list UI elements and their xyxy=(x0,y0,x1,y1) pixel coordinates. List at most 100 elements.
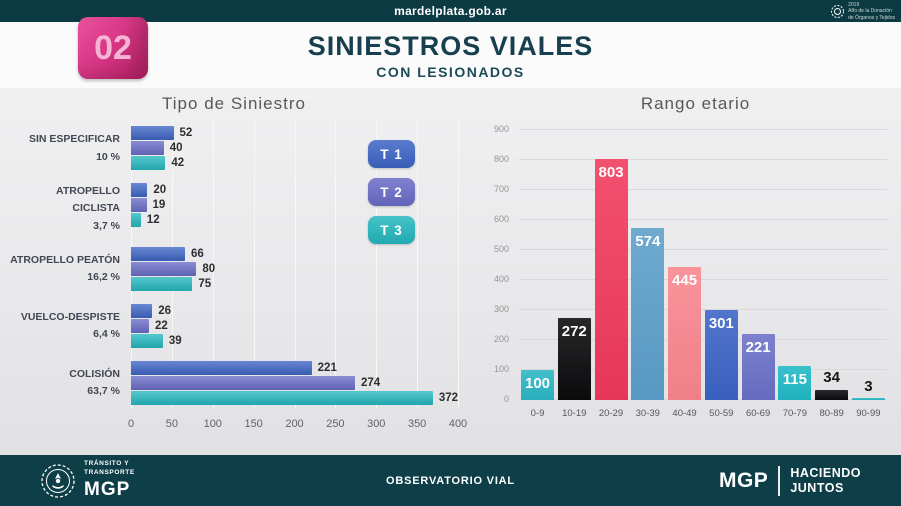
gridline: 300 xyxy=(494,304,887,314)
x-tick-label: 50 xyxy=(165,417,178,430)
bar-row: 40 xyxy=(131,141,458,155)
x-tick-label: 0 xyxy=(127,417,135,430)
x-tick-label: 20-29 xyxy=(598,408,624,419)
bar-row: 80 xyxy=(131,261,458,276)
bar-value-label: 66 xyxy=(190,247,204,260)
category-name: SIN ESPECIFICAR xyxy=(28,133,120,146)
emblem-line: 2019 xyxy=(848,2,860,8)
x-tick-label: 100 xyxy=(203,417,222,430)
category-label: VUELCO-DESPISTE 6,4 % xyxy=(6,309,131,344)
bar-value-label: 75 xyxy=(198,277,212,290)
bar-row: 66 xyxy=(131,246,458,261)
category-percent: 10 % xyxy=(96,150,120,163)
x-tick-label: 150 xyxy=(244,417,263,430)
y-tick-label: 300 xyxy=(493,304,509,314)
category-percent: 63,7 % xyxy=(87,385,120,398)
bar-row: 75 xyxy=(131,276,458,291)
legend-item-t2: T 2 xyxy=(368,178,415,206)
gridline xyxy=(294,120,296,408)
y-tick-label: 100 xyxy=(493,364,509,374)
bar-slot-20-29: 803 xyxy=(594,130,628,400)
footer-left-brand: TRÁNSITO Y TRANSPORTE MGP xyxy=(40,460,135,501)
bar-row: 372 xyxy=(131,390,458,405)
legend-item-t3: T 3 xyxy=(368,216,415,244)
bars-container: 100 272 803 574 445 301 221 115 34 3 xyxy=(519,130,887,400)
chart-tipo-de-siniestro: Tipo de Siniestro SIN ESPECIFICAR 10 % 52 4… xyxy=(0,88,467,455)
bar-t3 xyxy=(131,333,163,348)
bar-60-69: 221 xyxy=(741,333,775,400)
bar-slot-50-59: 301 xyxy=(704,130,738,400)
bar-value-label: 12 xyxy=(146,214,160,226)
bar-t3 xyxy=(131,390,433,405)
category-percent: 3,7 % xyxy=(93,219,120,232)
footer-org-line2: TRANSPORTE xyxy=(84,469,135,476)
bar-80-89 xyxy=(815,389,849,400)
bar-value-label: 20 xyxy=(153,184,167,196)
bar-row: 52 xyxy=(131,126,458,140)
y-tick-label: 400 xyxy=(493,274,509,284)
bar-value-label: 445 xyxy=(672,271,698,289)
top-bar: mardelplata.gob.ar 2019 Año de la Donaci… xyxy=(0,0,901,22)
left-chart-plot: SIN ESPECIFICAR 10 % 52 40 42 ATROPELLO CICLI… xyxy=(6,120,467,434)
right-chart-x-axis: 0-9 10-19 20-29 30-39 40-49 50-59 60-69 70-79 80… xyxy=(519,408,887,419)
title-band: 02 SINIESTROS VIALES CON LESIONADOS xyxy=(0,17,901,88)
footer-bar: TRÁNSITO Y TRANSPORTE MGP OBSERVATORIO V… xyxy=(0,455,901,506)
bar-row: 22 xyxy=(131,318,458,333)
gridline: 500 xyxy=(494,244,887,254)
bar-t1 xyxy=(131,360,312,375)
y-tick-label: 800 xyxy=(493,154,509,164)
category-bars: 52 40 42 xyxy=(131,126,458,171)
gridline xyxy=(212,120,214,408)
left-chart-legend: T 1 T 2 T 3 xyxy=(368,140,415,244)
gridline: 200 xyxy=(494,334,887,344)
category-group-colisi-n: COLISIÓN 63,7 % 221 274 372 xyxy=(6,360,462,406)
bar-value-label: 3 xyxy=(864,378,873,396)
bar-slot-0-9: 100 xyxy=(521,130,554,400)
footer-right-brand: MGP HACIENDO JUNTOS xyxy=(719,465,861,496)
right-chart-plot: 0 100 200 300 400 500 600 700 800 900 100 272 803 574… xyxy=(494,124,887,419)
gridline xyxy=(253,120,255,408)
x-tick-label: 80-89 xyxy=(819,408,844,419)
category-label: COLISIÓN 63,7 % xyxy=(6,366,131,401)
bar-value-label: 100 xyxy=(524,375,551,393)
bar-value-label: 22 xyxy=(154,319,168,332)
government-emblem: 2019 Año de la Donación de Órganos y Tej… xyxy=(830,2,895,21)
x-tick-label: 250 xyxy=(326,417,345,430)
bar-t3 xyxy=(131,156,166,170)
bar-20-29: 803 xyxy=(594,159,628,400)
bar-t3 xyxy=(131,213,141,227)
category-bars: 26 22 39 xyxy=(131,303,458,349)
bar-slot-80-89: 34 xyxy=(815,130,849,400)
gridline: 100 xyxy=(494,364,887,374)
y-tick-label: 900 xyxy=(493,124,509,134)
category-group-atropello-ciclista: ATROPELLO CICLISTA 3,7 % 20 19 12 xyxy=(6,183,462,235)
footer-center-label: OBSERVATORIO VIAL xyxy=(386,474,515,487)
x-tick-label: 200 xyxy=(285,417,304,430)
category-name: ATROPELLO PEATÓN xyxy=(10,254,120,267)
left-chart-title: Tipo de Siniestro xyxy=(162,94,306,113)
category-bars: 221 274 372 xyxy=(131,360,458,406)
page-title: SINIESTROS VIALES xyxy=(307,30,594,61)
gridline xyxy=(458,120,459,408)
bar-t3 xyxy=(131,276,193,291)
left-chart-rows: SIN ESPECIFICAR 10 % 52 40 42 ATROPELLO CICLI… xyxy=(6,126,462,406)
category-name: VUELCO-DESPISTE xyxy=(20,311,120,324)
x-tick-label: 10-19 xyxy=(562,408,587,419)
bar-value-label: 803 xyxy=(598,164,624,182)
footer-tagline-line2: JUNTOS xyxy=(790,480,844,495)
page-subtitle: CON LESIONADOS xyxy=(376,63,525,80)
bar-value-label: 221 xyxy=(317,361,337,374)
bar-50-59: 301 xyxy=(704,309,738,400)
category-name: ATROPELLO CICLISTA xyxy=(56,185,120,215)
bar-slot-40-49: 445 xyxy=(668,130,702,400)
category-label: ATROPELLO PEATÓN 16,2 % xyxy=(6,252,131,287)
bar-t2 xyxy=(131,375,355,390)
legend-item-t1: T 1 xyxy=(368,140,415,168)
bar-90-99 xyxy=(851,398,885,400)
bar-slot-10-19: 272 xyxy=(557,130,591,400)
bar-row: 221 xyxy=(131,360,458,375)
right-chart-plot-area: 0 100 200 300 400 500 600 700 800 900 100 272 803 574… xyxy=(494,124,887,404)
transito-transporte-seal-icon xyxy=(41,463,75,498)
y-tick-label: 700 xyxy=(493,184,509,194)
